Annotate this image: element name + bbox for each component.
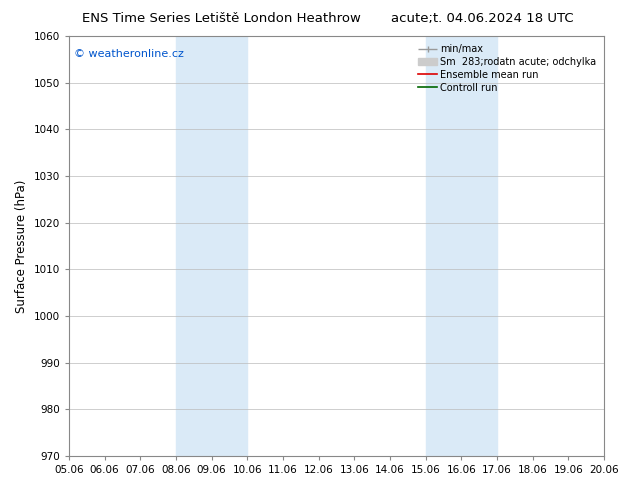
Legend: min/max, Sm  283;rodatn acute; odchylka, Ensemble mean run, Controll run: min/max, Sm 283;rodatn acute; odchylka, … [415, 41, 599, 96]
Bar [426, 36, 497, 456]
Text: ENS Time Series Letiště London Heathrow: ENS Time Series Letiště London Heathrow [82, 12, 361, 25]
Text: acute;t. 04.06.2024 18 UTC: acute;t. 04.06.2024 18 UTC [391, 12, 573, 25]
Bar [176, 36, 247, 456]
Text: © weatheronline.cz: © weatheronline.cz [74, 49, 184, 59]
Y-axis label: Surface Pressure (hPa): Surface Pressure (hPa) [15, 179, 28, 313]
